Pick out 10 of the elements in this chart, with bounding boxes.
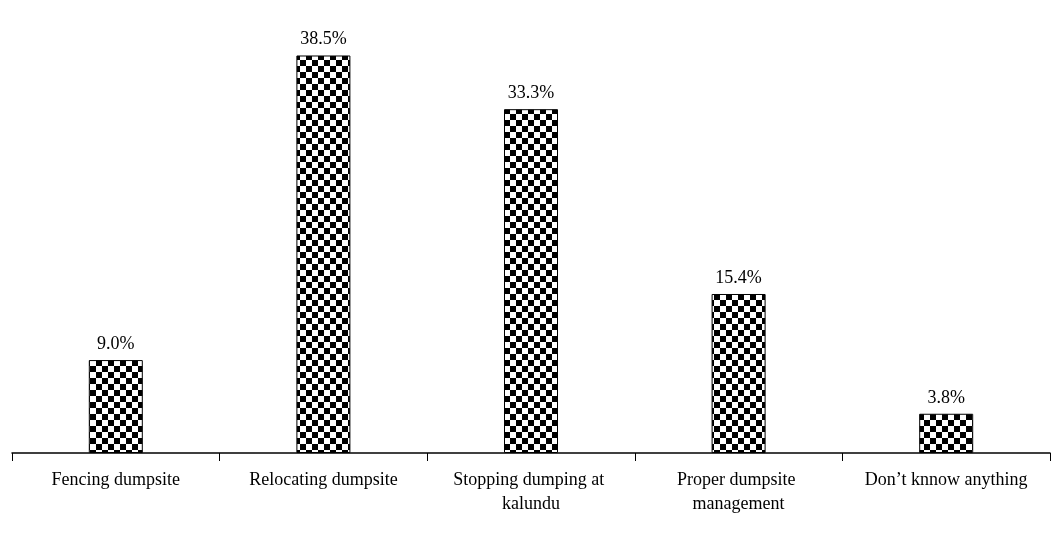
x-tick-label: Proper dumpsite management <box>677 469 801 513</box>
data-label: 15.4% <box>715 266 762 287</box>
data-label: 33.3% <box>507 82 555 103</box>
x-tick-label: Stopping dumping at kalundu <box>453 469 609 513</box>
x-tick-label: Fencing dumpsite <box>51 469 181 489</box>
x-tick-label: Relocating dumpsite <box>249 469 398 489</box>
data-label: 38.5% <box>300 28 347 49</box>
x-tick-label: Don’t knnow anything <box>864 469 1028 489</box>
data-label: 9.0% <box>97 333 135 354</box>
data-label: 3.8% <box>927 386 965 407</box>
